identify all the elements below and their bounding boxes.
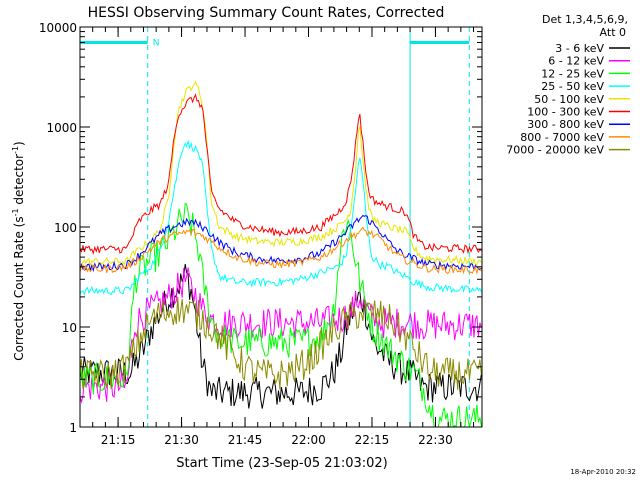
y-axis-label-end: ): [12, 141, 26, 146]
y-axis-label: Corrected Count Rate (s-1 detector-1): [11, 141, 26, 360]
y-tick-label: 1000: [46, 121, 77, 135]
footer-date: 18-Apr-2010 20:32: [570, 468, 636, 476]
y-tick-label: 10000: [39, 21, 77, 35]
legend-label: 800 - 7000 keV: [520, 131, 604, 144]
legend-header-1: Det 1,3,4,5,6,9,: [542, 13, 628, 26]
x-tick-label: 22:00: [291, 433, 326, 447]
series-line-6: [79, 214, 482, 273]
x-tick-label: 22:15: [355, 433, 390, 447]
y-axis-label-sup1: -1: [11, 208, 20, 216]
series-line-3: [79, 139, 482, 296]
series-line-8: [79, 296, 482, 390]
legend-label: 50 - 100 keV: [534, 93, 604, 106]
series-line-4: [79, 80, 482, 268]
legend-label: 7000 - 20000 keV: [506, 144, 604, 157]
x-tick-label: 21:30: [164, 433, 199, 447]
series-line-1: [79, 267, 482, 404]
legend-label: 100 - 300 keV: [527, 106, 604, 119]
chart-title: HESSI Observing Summary Count Rates, Cor…: [88, 5, 445, 21]
legend-label: 25 - 50 keV: [541, 80, 604, 93]
legend-label: 6 - 12 keV: [548, 55, 604, 68]
series-line-7: [79, 226, 482, 276]
y-axis-label-main: Corrected Count Rate (s: [12, 216, 26, 360]
legend-label: 300 - 800 keV: [527, 118, 604, 131]
y-tick-label: 10: [62, 321, 77, 335]
legend-label: 3 - 6 keV: [555, 42, 604, 55]
y-tick-label: 1: [69, 421, 77, 435]
series-line-2: [79, 202, 482, 429]
x-tick-label: 21:45: [228, 433, 263, 447]
night-bar-layer: N: [80, 38, 470, 48]
x-tick-label: 21:15: [101, 433, 136, 447]
series-line-5: [79, 93, 482, 255]
legend-header-2: Att 0: [600, 26, 626, 39]
night-bar-label: N: [153, 38, 160, 48]
x-axis: 21:15 21:30 21:45 22:00 22:15 22:30: [79, 27, 475, 447]
y-tick-label: 100: [54, 221, 77, 235]
y-axis-label-sup2: -1: [11, 146, 20, 154]
series-layer: [79, 80, 482, 429]
x-axis-label: Start Time (23-Sep-05 21:03:02): [176, 456, 387, 471]
y-axis-label-mid: detector: [12, 154, 26, 209]
x-tick-label: 22:30: [418, 433, 453, 447]
legend-label: 12 - 25 keV: [541, 67, 604, 80]
y-axis: 1 10 100 1000 10000: [39, 21, 482, 435]
